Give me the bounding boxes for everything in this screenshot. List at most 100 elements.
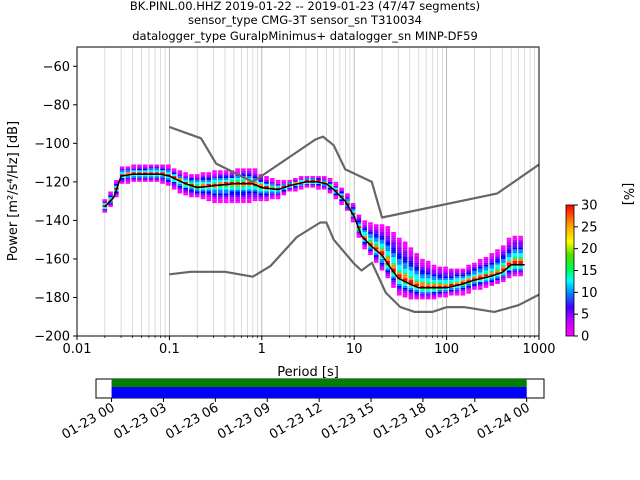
psd-cell	[212, 178, 217, 180]
psd-cell	[281, 189, 287, 192]
psd-cell	[477, 268, 483, 271]
psd-cell	[443, 270, 448, 273]
colorbar-gradient	[565, 204, 575, 337]
psd-cell	[241, 181, 246, 184]
psd-cell	[275, 183, 281, 186]
psd-cell	[212, 176, 217, 179]
psd-cell	[298, 185, 304, 188]
psd-cell	[437, 274, 443, 277]
psd-cell	[102, 199, 108, 202]
psd-cell	[212, 183, 217, 186]
psd-cell	[483, 258, 489, 261]
psd-cell	[241, 193, 246, 196]
psd-cell	[460, 268, 466, 271]
psd-cell	[425, 282, 431, 284]
psd-cell	[391, 243, 396, 246]
psd-cell	[500, 274, 506, 277]
psd-cell	[431, 295, 437, 298]
psd-cell	[512, 253, 518, 256]
psd-cell	[114, 195, 119, 198]
psd-cell	[472, 272, 477, 275]
psd-cell	[339, 195, 344, 198]
psd-cell	[206, 197, 212, 200]
psd-cell	[425, 272, 431, 275]
psd-cell	[391, 251, 396, 254]
psd-cell	[385, 228, 391, 231]
psd-cell	[477, 266, 483, 269]
psd-cell	[402, 268, 408, 271]
psd-cell	[373, 235, 379, 238]
psd-cell	[235, 195, 240, 198]
psd-cell	[148, 178, 154, 180]
psd-cell	[212, 174, 217, 177]
psd-cell	[391, 249, 396, 252]
psd-cell	[235, 189, 240, 192]
psd-cell	[437, 291, 443, 294]
log-grid	[76, 47, 536, 336]
psd-cell	[414, 264, 419, 267]
chart-title: BK.PINL.00.HHZ 2019-01-22 -- 2019-01-23 …	[130, 0, 480, 43]
psd-cell	[218, 201, 223, 204]
psd-cell	[206, 187, 212, 190]
psd-cell	[397, 287, 402, 290]
psd-cell	[183, 174, 188, 177]
psd-cell	[431, 270, 437, 273]
psd-cell	[373, 228, 379, 231]
psd-cell	[500, 247, 506, 250]
psd-cell	[454, 285, 460, 288]
psd-cell	[379, 249, 385, 252]
psd-cell	[408, 264, 414, 267]
psd-cell	[425, 270, 431, 273]
psd-cell	[379, 224, 385, 227]
psd-cell	[246, 174, 252, 177]
psd-cell	[443, 285, 448, 288]
psd-cell	[200, 195, 206, 198]
psd-cell	[408, 282, 414, 284]
psd-cell	[443, 291, 448, 294]
psd-cell	[189, 174, 194, 177]
psd-cell	[171, 183, 177, 186]
psd-cell	[200, 197, 206, 200]
psd-cell	[258, 181, 264, 184]
psd-cell	[443, 276, 448, 279]
psd-cell	[472, 270, 477, 273]
psd-cell	[414, 262, 419, 265]
psd-cell	[425, 276, 431, 279]
psd-cell	[171, 176, 177, 179]
psd-cell	[362, 226, 367, 229]
psd-cell	[391, 247, 396, 250]
psd-cell	[269, 185, 275, 188]
psd-cell	[408, 247, 414, 250]
psd-cell	[460, 272, 466, 275]
psd-cell	[235, 201, 240, 204]
psd-cell	[281, 187, 287, 190]
psd-cell	[368, 239, 373, 242]
psd-cell	[483, 282, 489, 284]
psd-cell	[345, 201, 350, 204]
psd-cell	[489, 268, 495, 271]
psd-cell	[379, 231, 385, 234]
psd-cell	[235, 193, 240, 196]
psd-cell	[518, 270, 523, 273]
psd-cell	[425, 278, 431, 281]
psd-cell	[356, 214, 362, 217]
psd-cell	[316, 183, 321, 186]
psd-cell	[518, 247, 523, 250]
psd-cell	[241, 189, 246, 192]
psd-cell	[460, 270, 466, 273]
psd-cell	[495, 249, 500, 252]
psd-cell	[368, 235, 373, 238]
psd-cell	[495, 253, 500, 256]
psd-cell	[189, 195, 194, 198]
y-tick-label: −60	[43, 60, 70, 75]
psd-cell	[477, 264, 483, 267]
psd-cell	[408, 297, 414, 300]
psd-cell	[391, 241, 396, 244]
psd-cell	[414, 272, 419, 275]
psd-cell	[339, 193, 344, 196]
psd-cell	[506, 262, 512, 265]
psd-cell	[402, 260, 408, 263]
psd-cell	[477, 280, 483, 283]
psd-cell	[449, 278, 454, 281]
psd-cell	[114, 193, 119, 196]
